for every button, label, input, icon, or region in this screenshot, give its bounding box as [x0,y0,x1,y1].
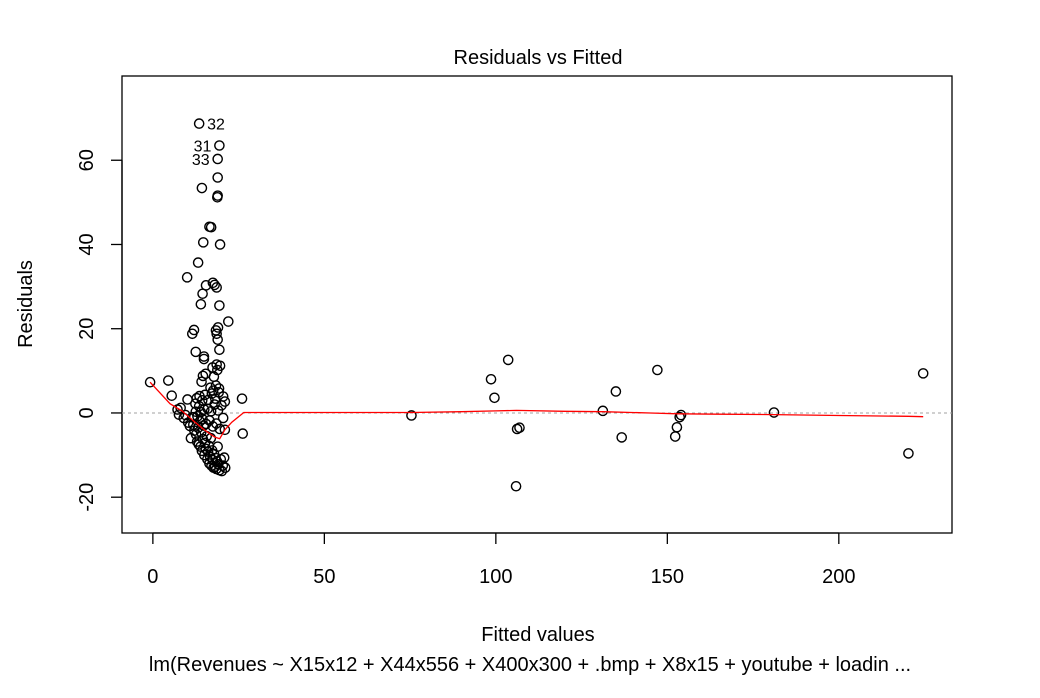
data-point [144,376,156,388]
data-point [166,390,178,401]
data-points [144,118,929,492]
data-point [205,221,217,233]
data-point [903,448,914,459]
data-point [213,459,224,470]
data-point [211,418,222,429]
data-point [212,322,224,333]
model-formula-subtitle: lm(Revenues ~ X15x12 + X44x556 + X400x30… [149,654,911,676]
data-point [195,406,207,418]
data-point [917,368,929,379]
data-point [190,346,202,358]
data-point [214,140,225,151]
data-point [197,370,209,382]
y-tick-label: 40 [76,233,98,255]
data-point [214,300,225,311]
data-point [652,364,663,376]
data-point [193,118,205,129]
axes: 0 50 100 150 200 -20 0 20 40 60 [76,149,856,588]
data-point [209,279,220,291]
data-point [212,172,223,183]
y-tick-label: -20 [76,483,98,512]
data-point [196,376,207,388]
data-point [217,460,229,471]
data-point [485,373,497,385]
data-point [207,385,219,396]
data-point [502,354,514,366]
data-point [195,298,207,310]
data-point [237,428,249,439]
point-label: 31 [194,138,212,155]
data-point [212,441,223,452]
data-point [511,423,523,435]
data-point [196,395,208,406]
data-point [675,409,687,421]
data-point [406,410,417,421]
data-point [181,272,193,283]
y-axis-label: Residuals [15,260,37,348]
data-point [198,351,210,362]
x-axis-label: Fitted values [481,624,594,646]
data-point [214,239,226,250]
data-point [196,182,208,194]
data-point [211,328,222,340]
data-point [236,393,248,404]
data-point [213,383,225,394]
data-point [200,418,212,430]
y-tick-label: 0 [76,407,98,418]
data-point [214,344,225,356]
data-point [219,396,231,407]
data-point [223,316,234,327]
data-point [489,392,500,404]
x-tick-label: 0 [147,566,158,588]
data-point [205,405,217,417]
data-point [671,421,683,433]
data-point [207,421,219,432]
data-point [212,153,223,165]
data-point [216,465,228,477]
x-tick-label: 50 [313,566,335,588]
data-point [211,282,222,293]
x-tick-label: 150 [651,566,684,588]
data-point [219,424,231,436]
data-point [510,480,522,492]
data-point [768,407,780,418]
data-point [163,375,174,386]
y-tick-label: 20 [76,318,98,340]
data-point [197,237,209,248]
data-point [213,387,225,398]
data-point [616,432,628,443]
data-point [209,393,221,404]
data-point [192,257,204,268]
data-point [674,411,685,423]
data-point [203,394,214,406]
x-tick-label: 100 [479,566,512,588]
data-point [188,324,200,336]
data-point [212,190,223,201]
data-point [211,359,222,370]
x-tick-label: 200 [822,566,855,588]
point-label: 32 [207,117,225,134]
data-point [219,462,231,474]
data-point [514,422,525,434]
point-label: 33 [192,152,210,169]
lowess-smoother-line [149,381,924,440]
y-tick-label: 60 [76,149,98,171]
data-point [218,452,230,463]
data-point [597,405,609,417]
chart-title: Residuals vs Fitted [454,47,623,69]
data-point [610,386,622,397]
data-point [214,423,226,435]
data-point [217,412,229,424]
data-point [200,443,211,455]
